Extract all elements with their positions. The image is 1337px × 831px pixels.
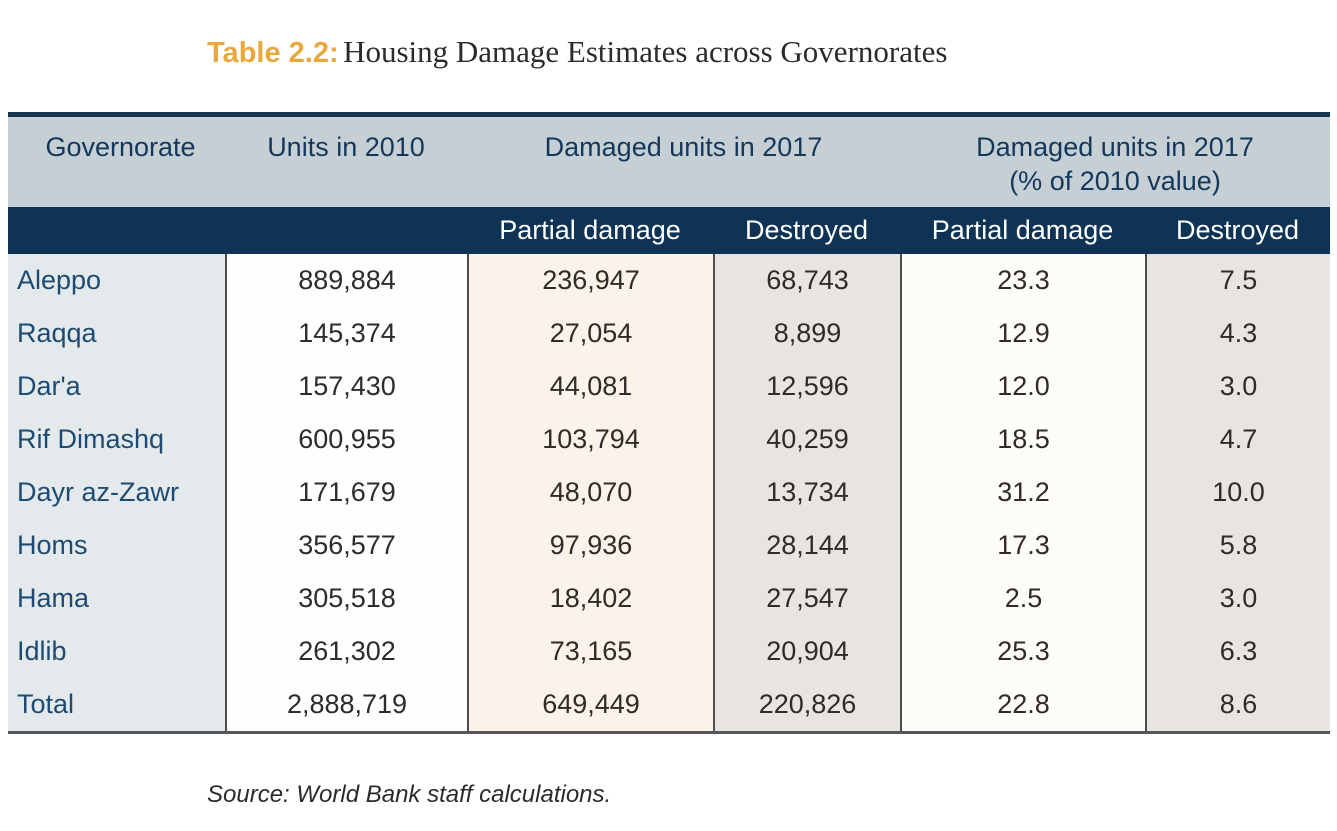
header-damaged-units-pct-line2: (% of 2010 value) [1009,166,1221,196]
table-group-header-row: Governorate Units in 2010 Damaged units … [8,117,1330,207]
subheader-empty-units [225,207,467,254]
cell-partial-damage: 44,081 [467,360,713,413]
cell-partial-damage: 236,947 [467,254,713,307]
cell-destroyed-pct: 4.3 [1145,307,1330,360]
header-damaged-units-pct: Damaged units in 2017 (% of 2010 value) [900,117,1330,207]
table-body: Aleppo 889,884 236,947 68,743 23.3 7.5 Raqqa 14… [8,254,1330,731]
cell-destroyed-pct: 10.0 [1145,466,1330,519]
cell-governorate: Dayr az-Zawr [8,466,225,519]
cell-destroyed: 20,904 [713,625,900,678]
table-sub-header-row: Partial damage Destroyed Partial damage … [8,207,1330,254]
cell-destroyed: 27,547 [713,572,900,625]
cell-governorate: Total [8,678,225,731]
subheader-partial-damage-pct: Partial damage [931,215,1114,245]
cell-destroyed-pct: 5.8 [1145,519,1330,572]
table-row: Dayr az-Zawr 171,679 48,070 13,734 31.2 10.0 [8,466,1330,519]
cell-destroyed-pct: 3.0 [1145,360,1330,413]
table-row: Aleppo 889,884 236,947 68,743 23.3 7.5 [8,254,1330,307]
cell-units-2010: 889,884 [225,254,467,307]
cell-partial-damage-pct: 12.9 [900,307,1145,360]
cell-units-2010: 600,955 [225,413,467,466]
table-title: Table 2.2: Housing Damage Estimates acro… [207,33,947,72]
cell-units-2010: 261,302 [225,625,467,678]
cell-partial-damage: 73,165 [467,625,713,678]
subheader-empty-governorate [8,207,225,254]
cell-governorate: Rif Dimashq [8,413,225,466]
header-governorate: Governorate [45,132,196,162]
cell-partial-damage: 18,402 [467,572,713,625]
table-row: Homs 356,577 97,936 28,144 17.3 5.8 [8,519,1330,572]
cell-partial-damage-pct: 17.3 [900,519,1145,572]
cell-partial-damage: 103,794 [467,413,713,466]
cell-governorate: Dar'a [8,360,225,413]
header-units-2010: Units in 2010 [267,132,425,162]
cell-destroyed-pct: 7.5 [1145,254,1330,307]
subheader-destroyed-count: Destroyed [744,215,869,245]
cell-units-2010: 305,518 [225,572,467,625]
subheader-destroyed-pct: Destroyed [1175,215,1300,245]
cell-governorate: Idlib [8,625,225,678]
header-damaged-units-2017: Damaged units in 2017 [544,132,823,162]
cell-destroyed: 40,259 [713,413,900,466]
table-row: Idlib 261,302 73,165 20,904 25.3 6.3 [8,625,1330,678]
cell-units-2010: 171,679 [225,466,467,519]
cell-partial-damage-pct: 22.8 [900,678,1145,731]
cell-partial-damage: 97,936 [467,519,713,572]
cell-destroyed: 8,899 [713,307,900,360]
table-title-text: Housing Damage Estimates across Governor… [343,34,948,69]
cell-destroyed: 220,826 [713,678,900,731]
cell-partial-damage-pct: 12.0 [900,360,1145,413]
cell-partial-damage: 48,070 [467,466,713,519]
table-number-label: Table 2.2: [207,37,339,69]
table-bottom-border [8,731,1330,734]
table-row: Raqqa 145,374 27,054 8,899 12.9 4.3 [8,307,1330,360]
table-row: Rif Dimashq 600,955 103,794 40,259 18.5 4.7 [8,413,1330,466]
cell-units-2010: 2,888,719 [225,678,467,731]
subheader-partial-damage-count: Partial damage [499,215,681,245]
source-note: Source: World Bank staff calculations. [207,781,612,808]
cell-destroyed: 13,734 [713,466,900,519]
cell-destroyed-pct: 6.3 [1145,625,1330,678]
cell-partial-damage-pct: 2.5 [900,572,1145,625]
cell-destroyed-pct: 8.6 [1145,678,1330,731]
table-row: Hama 305,518 18,402 27,547 2.5 3.0 [8,572,1330,625]
cell-units-2010: 157,430 [225,360,467,413]
table-row: Total 2,888,719 649,449 220,826 22.8 8.6 [8,678,1330,731]
cell-partial-damage-pct: 31.2 [900,466,1145,519]
cell-governorate: Hama [8,572,225,625]
cell-governorate: Aleppo [8,254,225,307]
cell-destroyed: 28,144 [713,519,900,572]
cell-units-2010: 145,374 [225,307,467,360]
table-row: Dar'a 157,430 44,081 12,596 12.0 3.0 [8,360,1330,413]
header-damaged-units-pct-line1: Damaged units in 2017 [976,132,1254,162]
cell-destroyed: 68,743 [713,254,900,307]
cell-partial-damage: 649,449 [467,678,713,731]
cell-governorate: Homs [8,519,225,572]
cell-partial-damage-pct: 23.3 [900,254,1145,307]
cell-destroyed: 12,596 [713,360,900,413]
cell-destroyed-pct: 3.0 [1145,572,1330,625]
cell-governorate: Raqqa [8,307,225,360]
cell-destroyed-pct: 4.7 [1145,413,1330,466]
cell-partial-damage-pct: 18.5 [900,413,1145,466]
table-top-border [8,112,1330,117]
cell-partial-damage-pct: 25.3 [900,625,1145,678]
cell-units-2010: 356,577 [225,519,467,572]
housing-damage-table: Governorate Units in 2010 Damaged units … [8,112,1330,734]
cell-partial-damage: 27,054 [467,307,713,360]
